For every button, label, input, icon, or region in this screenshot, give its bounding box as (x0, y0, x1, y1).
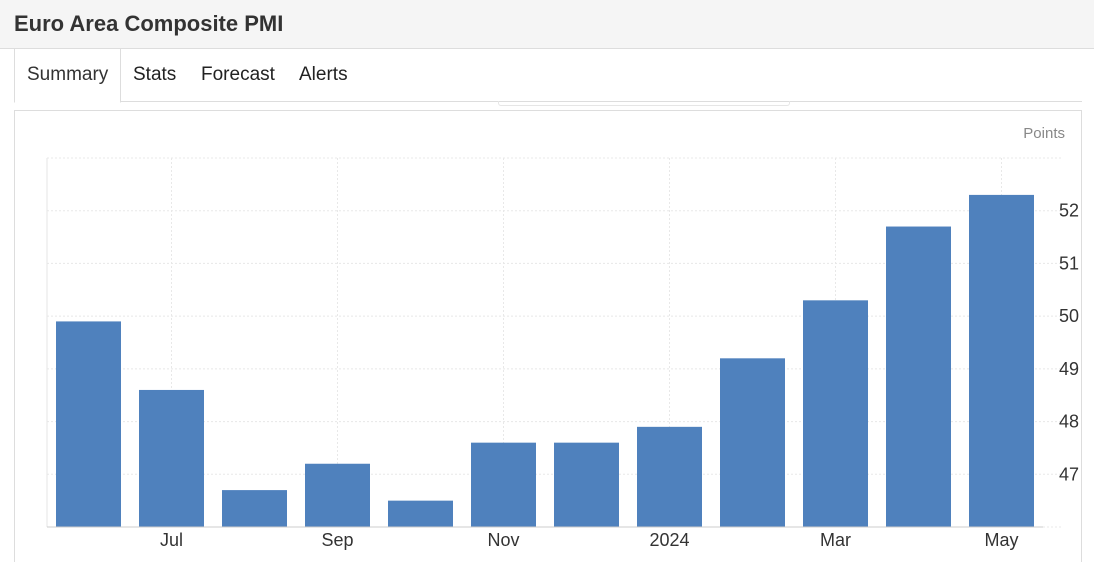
y-tick-label: 52 (1059, 201, 1079, 221)
title-bar: Euro Area Composite PMI (0, 0, 1094, 49)
page-title: Euro Area Composite PMI (14, 11, 284, 36)
tab-alerts[interactable]: Alerts (299, 64, 348, 85)
bar-aug (222, 490, 287, 527)
bar-may (969, 194, 1034, 527)
y-tick-label: 48 (1059, 412, 1079, 432)
bar-mar (803, 300, 868, 527)
bar-jun (56, 321, 121, 527)
x-tick-label: Jul (160, 530, 183, 550)
y-tick-label: 47 (1059, 464, 1079, 484)
y-tick-label: 51 (1059, 253, 1079, 273)
bar-nov (471, 442, 536, 527)
x-tick-label: Mar (820, 530, 851, 550)
x-tick-label: May (984, 530, 1018, 550)
y-tick-label: 49 (1059, 359, 1079, 379)
x-tick-label: Nov (487, 530, 519, 550)
bar-2024 (637, 426, 702, 527)
chart-panel: Jul Sep Nov 2024 Mar May 47 48 49 50 51 52 Points (14, 110, 1082, 562)
bar-sep (305, 463, 370, 527)
bar-feb (720, 358, 785, 527)
pmi-bar-chart: Jul Sep Nov 2024 Mar May 47 48 49 50 51 52 Points (46, 125, 1079, 550)
x-tick-label: 2024 (649, 530, 689, 550)
tab-bar: Summary Stats Forecast Alerts (14, 49, 1082, 103)
bar-oct (388, 500, 453, 527)
tab-forecast[interactable]: Forecast (201, 64, 275, 85)
tab-dropdown-edge (498, 101, 790, 106)
bar-dec (554, 442, 619, 527)
x-tick-label: Sep (321, 530, 353, 550)
bar-jul (139, 389, 204, 527)
tab-stats[interactable]: Stats (133, 64, 177, 85)
y-axis-unit-label: Points (1023, 125, 1065, 142)
y-tick-label: 50 (1059, 306, 1079, 326)
tab-summary[interactable]: Summary (14, 49, 121, 103)
bar-apr (886, 226, 951, 527)
